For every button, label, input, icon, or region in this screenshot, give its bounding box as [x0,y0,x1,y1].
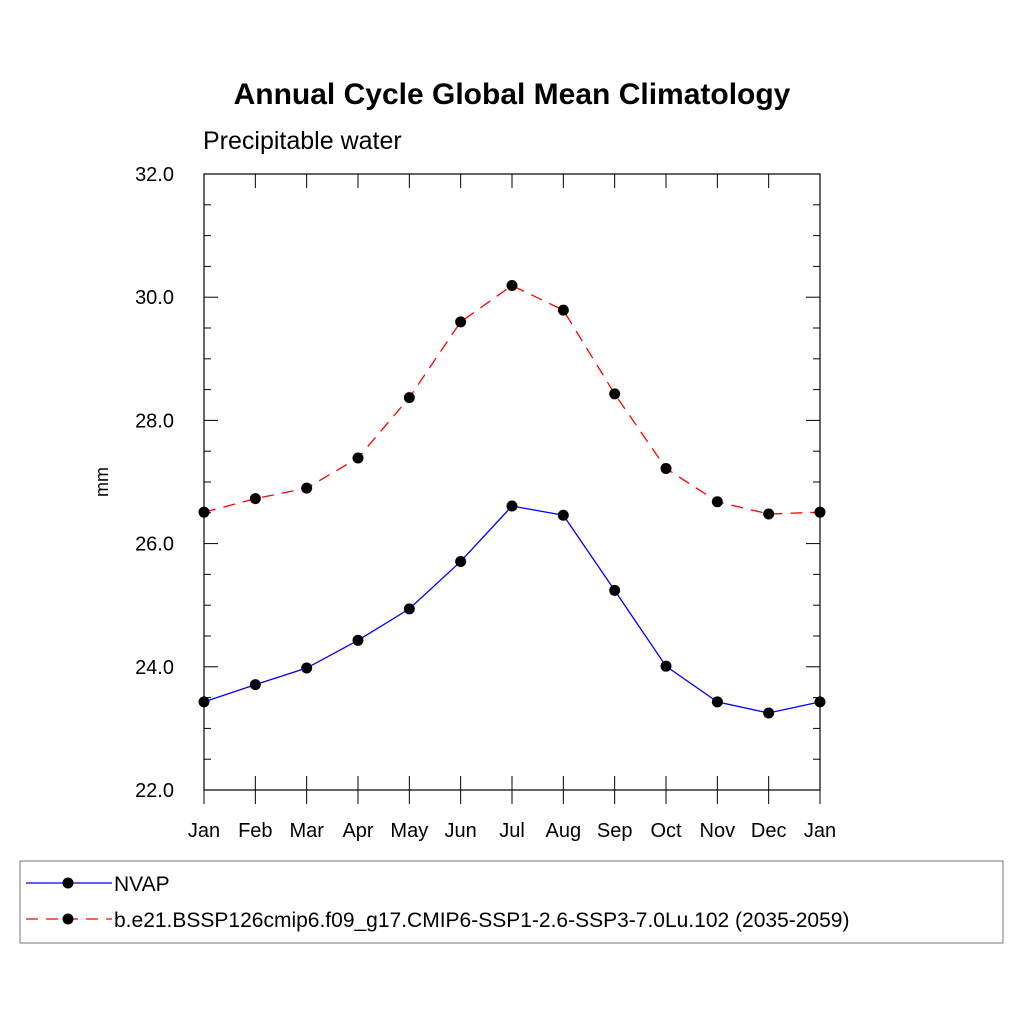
y-tick-label: 28.0 [135,410,174,432]
legend-item: b.e21.BSSP126cmip6.f09_g17.CMIP6-SSP1-2.… [26,909,849,932]
legend-label: NVAP [114,873,170,896]
data-point [506,500,518,512]
data-point [814,696,826,708]
data-point [455,316,467,328]
x-tick-label: Nov [700,820,736,842]
data-point [557,304,569,316]
x-tick-label: Mar [289,820,324,842]
data-point [814,506,826,518]
x-tick-label: Jun [445,820,477,842]
y-tick-label: 30.0 [135,287,174,309]
series-line [203,284,821,515]
x-tick-label: Apr [342,820,373,842]
plot-border [203,173,821,791]
y-tick-label: 24.0 [135,657,174,679]
chart-title: Annual Cycle Global Mean Climatology [234,78,791,111]
x-tick-label: Dec [751,820,787,842]
data-point [301,662,313,674]
data-point [198,506,210,518]
x-tick-label: Jul [499,820,525,842]
data-point [711,496,723,508]
x-tick-label: May [390,820,428,842]
x-tick-label: Oct [650,820,682,842]
legend-marker [62,913,74,925]
legend-label: b.e21.BSSP126cmip6.f09_g17.CMIP6-SSP1-2.… [114,909,849,932]
series-line [203,505,821,714]
data-point [763,707,775,719]
y-tick-label: 26.0 [135,534,174,556]
x-axis: Jan Feb Mar Apr May Jun Jul Aug Sep Oct Nov Dec Jan [188,174,836,842]
series-2 [198,279,826,520]
series-1 [198,500,826,719]
data-point [352,452,364,464]
data-point [711,696,723,708]
x-tick-label: Sep [597,820,633,842]
legend: NVAP b.e21.BSSP126cmip6.f09_g17.CMIP6-SSP… [19,860,1004,944]
data-point [763,508,775,520]
data-point [249,493,261,505]
data-point [660,660,672,672]
series-layer [198,279,826,719]
y-tick-label: 22.0 [135,780,174,802]
x-tick-label: Feb [238,820,272,842]
chart-subtitle: Precipitable water [203,127,402,155]
x-tick-label: Jan [804,820,836,842]
data-point [198,696,210,708]
data-point [301,482,313,494]
data-point [609,584,621,596]
data-point [403,603,415,615]
data-point [660,462,672,474]
y-tick-label: 32.0 [135,164,174,186]
data-point [506,279,518,291]
plot-area [203,173,821,791]
data-point [352,634,364,646]
legend-box [19,860,1004,944]
data-point [249,679,261,691]
data-point [609,388,621,400]
x-tick-label: Jan [188,820,220,842]
data-point [403,392,415,404]
legend-marker [62,877,74,889]
legend-item: NVAP [26,873,170,896]
y-axis: 22.0 24.0 26.0 28.0 30.0 32.0 [135,164,820,802]
data-point [455,555,467,567]
x-tick-label: Aug [546,820,582,842]
data-point [557,509,569,521]
y-axis-label: mm [92,467,112,497]
